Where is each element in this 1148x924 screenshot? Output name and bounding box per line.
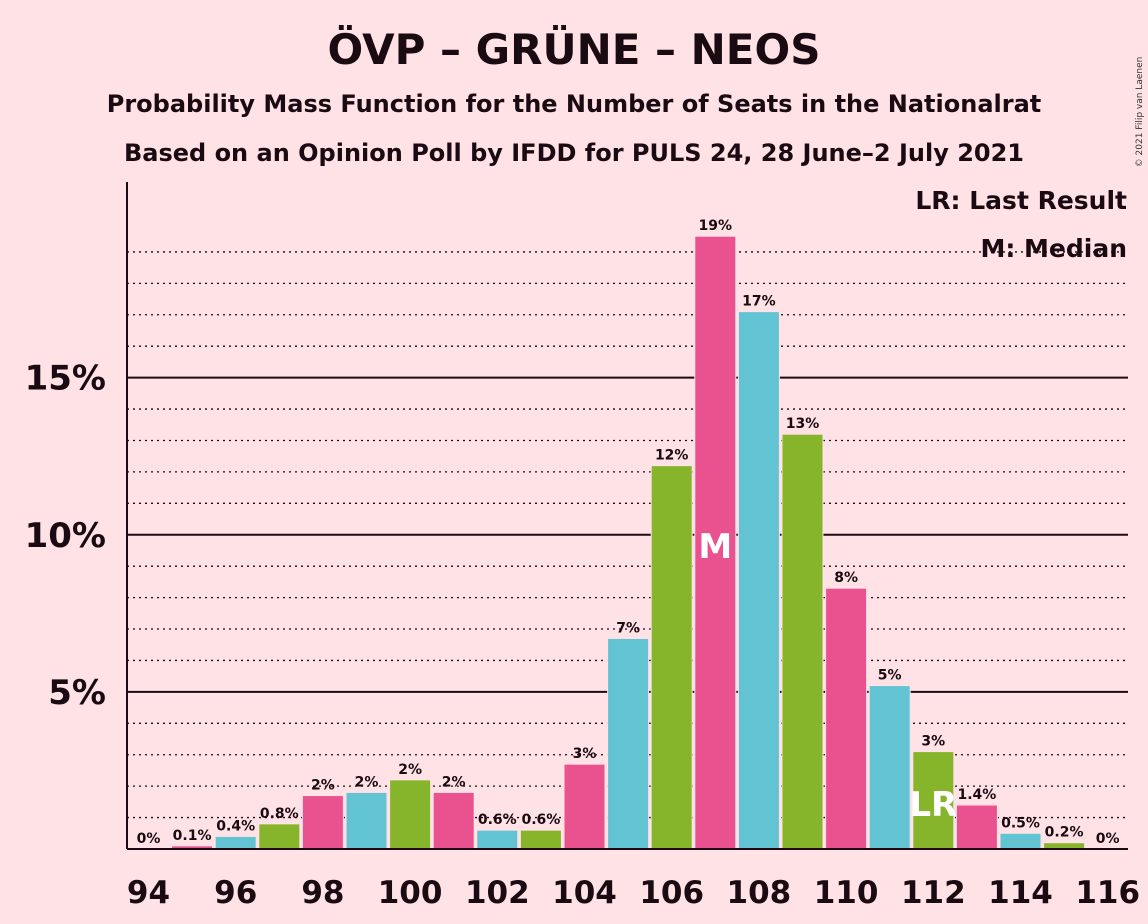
bar-102: [476, 829, 519, 850]
bar-111: [868, 685, 911, 850]
x-tick-label: 96: [214, 875, 257, 911]
data-label-116: 0%: [1096, 831, 1120, 847]
data-label-99: 2%: [355, 774, 379, 790]
legend-median: M: Median: [980, 234, 1127, 263]
x-tick-label: 116: [1075, 875, 1140, 911]
data-label-106: 12%: [655, 448, 689, 464]
bar-113: [955, 804, 998, 850]
bars: 0% 0.1%0.4% 0.8% 2% 2% 2% 2% 0.6% 0.6% 3% 7% 12% 19%…: [137, 218, 1120, 850]
bar-99: [345, 791, 388, 850]
data-label-97: 0.8%: [260, 806, 299, 822]
data-label-98: 2%: [311, 778, 335, 794]
data-label-109: 13%: [786, 416, 820, 432]
data-label-111: 5%: [878, 668, 902, 684]
last-result-marker: LR: [909, 785, 957, 825]
data-label-95: 0.1%: [173, 828, 212, 844]
data-label-114: 0.5%: [1001, 815, 1040, 831]
data-label-96: 0.4%: [216, 818, 255, 834]
data-label-105: 7%: [616, 620, 640, 636]
x-tick-label: 114: [988, 875, 1053, 911]
x-tick-label: 98: [301, 875, 344, 911]
y-tick-label: 15%: [25, 359, 106, 399]
data-label-112: 3%: [921, 734, 945, 750]
bar-110: [825, 587, 868, 850]
chart-subtitle-2: Based on an Opinion Poll by IFDD for PUL…: [124, 139, 1024, 167]
bar-105: [607, 637, 650, 850]
bar-101: [432, 791, 475, 850]
data-label-104: 3%: [573, 746, 597, 762]
bar-108: [737, 311, 780, 850]
data-label-115: 0.2%: [1045, 825, 1084, 841]
bar-114: [999, 832, 1042, 850]
bar-100: [389, 779, 432, 850]
data-label-107: 19%: [699, 218, 733, 234]
chart-subtitle-1: Probability Mass Function for the Number…: [107, 90, 1042, 118]
x-tick-label: 100: [378, 875, 443, 911]
x-tick-label: 94: [127, 875, 170, 911]
bar-97: [258, 823, 301, 850]
grid: [127, 251, 1128, 819]
x-tick-label: 110: [814, 875, 879, 911]
data-label-100: 2%: [398, 762, 422, 778]
bar-98: [301, 795, 344, 850]
chart-title: ÖVP – GRÜNE – NEOS: [328, 24, 821, 74]
x-tick-label: 112: [901, 875, 966, 911]
y-tick-labels: 5% 10% 15%: [25, 359, 106, 713]
data-label-113: 1.4%: [957, 787, 996, 803]
x-tick-label: 102: [465, 875, 530, 911]
data-label-101: 2%: [442, 774, 466, 790]
data-label-103: 0.6%: [521, 812, 560, 828]
legend-last-result: LR: Last Result: [915, 186, 1127, 215]
data-label-108: 17%: [742, 294, 776, 310]
copyright: © 2021 Filip van Laenen: [1135, 57, 1145, 168]
y-tick-label: 5%: [48, 673, 106, 713]
y-tick-label: 10%: [25, 516, 106, 556]
x-tick-label: 108: [727, 875, 792, 911]
bar-103: [519, 829, 562, 850]
x-tick-labels: 94 96 98 100 102 104 106 108 110 112 114 116: [127, 875, 1140, 911]
x-tick-label: 104: [552, 875, 617, 911]
median-marker: M: [698, 527, 732, 567]
bar-104: [563, 763, 606, 850]
data-label-102: 0.6%: [478, 812, 517, 828]
bar-96: [214, 835, 257, 850]
data-label-110: 8%: [834, 570, 858, 586]
bar-106: [650, 465, 693, 850]
bar-109: [781, 433, 824, 850]
bar-107: [694, 235, 737, 850]
x-tick-label: 106: [639, 875, 704, 911]
data-label-94: 0%: [137, 831, 161, 847]
